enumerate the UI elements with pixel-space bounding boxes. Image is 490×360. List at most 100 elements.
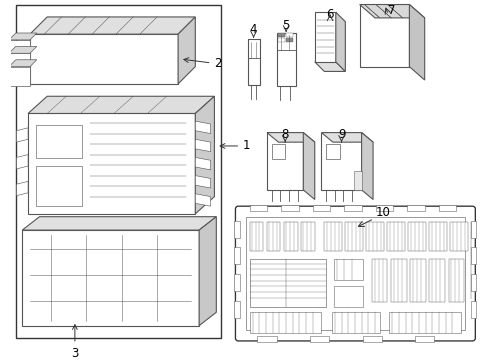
Polygon shape xyxy=(17,128,28,142)
Bar xyxy=(250,312,321,333)
Polygon shape xyxy=(17,154,28,169)
Polygon shape xyxy=(196,96,215,214)
Polygon shape xyxy=(9,67,30,86)
Bar xyxy=(391,259,407,302)
Polygon shape xyxy=(196,176,211,188)
Bar xyxy=(250,205,267,211)
Bar xyxy=(344,205,362,211)
Bar xyxy=(257,336,276,342)
Bar xyxy=(429,259,445,302)
Bar xyxy=(313,205,330,211)
Polygon shape xyxy=(17,181,28,196)
Circle shape xyxy=(178,305,192,318)
Polygon shape xyxy=(196,139,211,152)
Bar xyxy=(429,222,447,251)
Circle shape xyxy=(31,239,37,244)
Bar xyxy=(345,222,363,251)
FancyBboxPatch shape xyxy=(235,206,475,341)
Polygon shape xyxy=(9,40,30,59)
Circle shape xyxy=(27,235,41,248)
Text: 7: 7 xyxy=(389,4,396,17)
Bar xyxy=(284,222,297,251)
Bar xyxy=(439,205,456,211)
Polygon shape xyxy=(196,194,211,206)
Bar xyxy=(310,336,329,342)
Circle shape xyxy=(31,309,37,314)
Bar xyxy=(390,312,461,333)
Bar xyxy=(470,301,476,318)
Bar xyxy=(470,221,476,238)
Circle shape xyxy=(178,235,192,248)
Bar xyxy=(332,312,380,333)
Bar xyxy=(246,217,465,330)
Bar xyxy=(334,285,363,306)
Text: 3: 3 xyxy=(71,325,78,360)
Bar xyxy=(278,38,285,42)
Bar xyxy=(334,259,363,280)
Bar xyxy=(272,144,285,159)
Polygon shape xyxy=(362,132,373,199)
Bar xyxy=(409,222,426,251)
Text: 4: 4 xyxy=(250,23,257,36)
Bar xyxy=(278,33,285,37)
Polygon shape xyxy=(9,53,30,72)
Circle shape xyxy=(182,239,188,244)
Text: 6: 6 xyxy=(326,8,334,21)
Polygon shape xyxy=(315,12,336,62)
Text: 8: 8 xyxy=(281,128,289,141)
Polygon shape xyxy=(360,5,425,18)
Bar xyxy=(450,222,467,251)
Bar xyxy=(250,222,263,251)
Bar xyxy=(276,33,295,86)
Polygon shape xyxy=(303,132,315,199)
Polygon shape xyxy=(196,121,211,134)
Bar xyxy=(248,39,260,85)
Bar xyxy=(324,222,342,251)
Polygon shape xyxy=(196,157,211,170)
Polygon shape xyxy=(267,132,303,190)
Text: 9: 9 xyxy=(338,128,345,141)
Bar xyxy=(376,205,393,211)
Bar xyxy=(367,222,384,251)
Circle shape xyxy=(182,309,188,314)
Circle shape xyxy=(27,305,41,318)
Bar xyxy=(388,222,405,251)
Bar xyxy=(301,222,315,251)
Polygon shape xyxy=(9,46,37,53)
Polygon shape xyxy=(30,17,196,34)
Bar xyxy=(410,259,426,302)
Polygon shape xyxy=(28,96,215,113)
Text: 5: 5 xyxy=(282,19,290,32)
Bar xyxy=(286,38,293,42)
Bar xyxy=(16,5,221,338)
Bar xyxy=(235,221,240,238)
Polygon shape xyxy=(23,230,199,326)
Bar xyxy=(267,222,280,251)
Bar xyxy=(326,144,340,159)
Polygon shape xyxy=(23,217,216,230)
Text: 2: 2 xyxy=(184,57,222,70)
Polygon shape xyxy=(360,5,409,67)
Bar xyxy=(408,205,425,211)
Polygon shape xyxy=(28,113,196,214)
Polygon shape xyxy=(321,132,373,142)
Polygon shape xyxy=(354,171,362,190)
Text: 1: 1 xyxy=(220,139,250,153)
Polygon shape xyxy=(9,33,37,40)
Polygon shape xyxy=(267,132,315,142)
Bar xyxy=(286,33,293,37)
Polygon shape xyxy=(315,62,345,71)
Bar xyxy=(363,336,382,342)
Bar xyxy=(235,274,240,291)
Polygon shape xyxy=(199,217,216,326)
Polygon shape xyxy=(178,17,196,84)
Bar xyxy=(448,259,464,302)
Bar xyxy=(281,205,298,211)
Bar xyxy=(470,274,476,291)
Bar xyxy=(415,336,434,342)
Bar xyxy=(235,247,240,265)
Bar xyxy=(470,247,476,265)
Bar xyxy=(36,125,81,158)
Polygon shape xyxy=(9,60,37,67)
Polygon shape xyxy=(336,12,345,71)
